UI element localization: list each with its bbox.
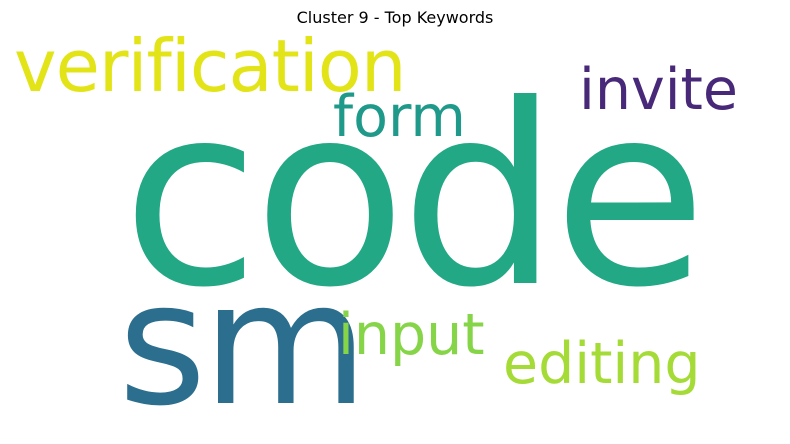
plot-title: Cluster 9 - Top Keywords <box>296 8 494 27</box>
word-invite: invite <box>579 57 738 123</box>
word-code: code <box>122 51 707 342</box>
word-editing: editing <box>503 331 701 397</box>
word-form: form <box>333 84 466 150</box>
word-cloud: code sm verification invite form input e… <box>14 24 738 444</box>
word-verification: verification <box>14 24 406 108</box>
word-sm: sm <box>118 246 368 444</box>
word-input: input <box>338 302 485 368</box>
